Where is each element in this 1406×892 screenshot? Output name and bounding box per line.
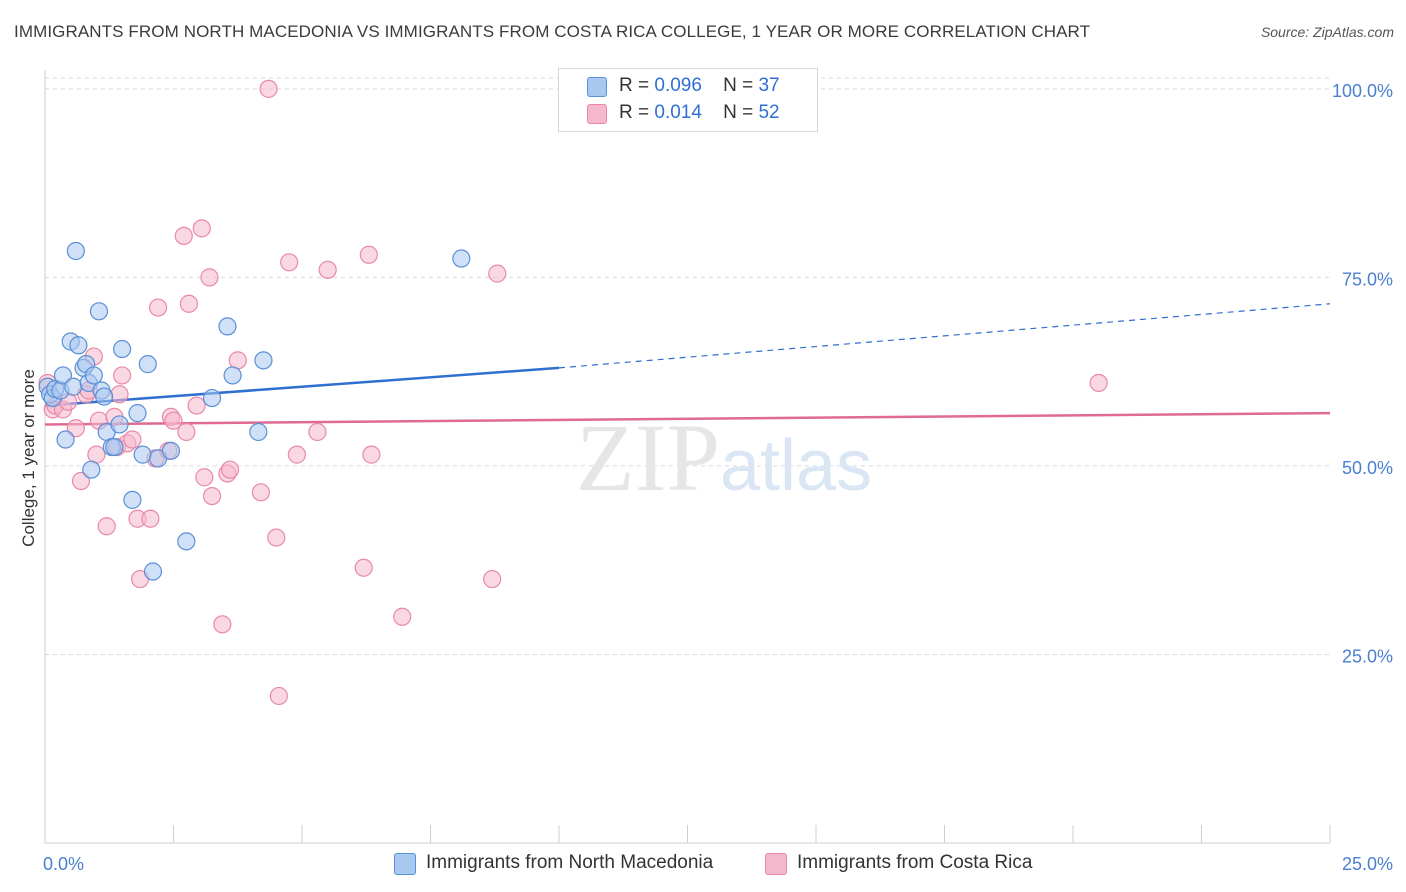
point-costa-rica <box>220 460 240 479</box>
watermark-atlas: atlas <box>720 426 872 506</box>
point-north-macedonia <box>95 387 114 406</box>
bottom-legend-swatch-pink <box>765 853 787 875</box>
r-value: 0.096 <box>654 75 702 96</box>
point-costa-rica <box>87 445 106 464</box>
point-north-macedonia <box>202 388 222 408</box>
bottom-legend-label: Immigrants from Costa Rica <box>797 852 1033 873</box>
bottom-legend-label: Immigrants from North Macedonia <box>426 852 714 873</box>
point-costa-rica <box>110 385 129 404</box>
point-north-macedonia <box>452 249 471 268</box>
chart-title: IMMIGRANTS FROM NORTH MACEDONIA VS IMMIG… <box>14 22 1091 41</box>
point-north-macedonia <box>56 430 75 449</box>
tick-labels: 25.0% 50.0% 75.0% 100.0% 0.0% 25.0% <box>43 81 1393 874</box>
point-costa-rica <box>202 486 222 506</box>
point-costa-rica <box>359 245 378 264</box>
point-north-macedonia <box>84 366 103 385</box>
legend-text: R = 0.096 N = 37 <box>619 75 780 97</box>
stats-legend: R = 0.096 N = 37 R = 0.014 N = 52 <box>558 68 818 132</box>
point-costa-rica <box>97 517 116 536</box>
point-costa-rica <box>164 411 183 430</box>
point-north-macedonia <box>110 415 129 434</box>
x-tick-label: 0.0% <box>43 854 84 874</box>
point-north-macedonia <box>249 422 268 442</box>
point-costa-rica <box>187 396 206 415</box>
trend-line-costa-rica <box>44 411 1331 426</box>
point-costa-rica <box>488 264 507 283</box>
r-label: R = <box>619 75 650 96</box>
legend-text: R = 0.014 N = 52 <box>619 102 780 124</box>
point-costa-rica <box>141 509 160 528</box>
point-costa-rica <box>195 468 214 487</box>
bottom-legend-swatch-blue <box>394 853 416 875</box>
point-north-macedonia <box>177 532 196 551</box>
point-costa-rica <box>123 430 142 449</box>
trend-line-north-macedonia-projection <box>558 303 1331 369</box>
point-costa-rica <box>177 422 196 442</box>
source-label: Source: ZipAtlas.com <box>1260 24 1394 40</box>
point-north-macedonia <box>69 336 88 355</box>
point-north-macedonia <box>138 355 157 374</box>
point-north-macedonia <box>82 460 101 479</box>
point-costa-rica <box>112 366 132 385</box>
r-label: R = <box>619 102 650 123</box>
point-north-macedonia <box>128 404 147 423</box>
point-north-macedonia <box>89 302 109 321</box>
point-costa-rica <box>71 471 91 491</box>
point-north-macedonia <box>105 437 124 457</box>
point-north-macedonia <box>123 490 142 509</box>
n-label: N = <box>723 75 754 96</box>
point-north-macedonia <box>254 351 273 370</box>
point-costa-rica <box>148 298 168 317</box>
point-north-macedonia <box>133 445 152 464</box>
legend-swatch-pink <box>587 104 607 124</box>
point-costa-rica <box>354 558 373 577</box>
point-costa-rica <box>362 445 381 464</box>
point-costa-rica <box>393 607 412 626</box>
point-costa-rica <box>483 569 502 589</box>
point-north-macedonia <box>53 366 73 385</box>
point-costa-rica <box>66 419 85 438</box>
point-costa-rica <box>287 445 306 464</box>
y-tick-label: 50.0% <box>1342 458 1393 478</box>
y-tick-label: 25.0% <box>1342 646 1393 666</box>
x-tick-label: 25.0% <box>1342 854 1393 874</box>
axes <box>44 70 1331 844</box>
r-value: 0.014 <box>654 102 702 123</box>
y-tick-label: 100.0% <box>1332 81 1393 101</box>
point-costa-rica <box>251 483 270 502</box>
y-tick-label: 75.0% <box>1342 269 1393 289</box>
point-north-macedonia <box>143 562 163 581</box>
point-costa-rica <box>318 260 337 279</box>
point-costa-rica <box>308 422 327 442</box>
legend-swatch-blue <box>587 77 607 97</box>
trend-line-north-macedonia <box>44 366 560 407</box>
point-costa-rica <box>280 253 299 272</box>
point-costa-rica <box>200 268 219 287</box>
point-costa-rica <box>269 686 288 706</box>
point-costa-rica <box>174 226 193 246</box>
n-value: 52 <box>758 102 780 123</box>
point-north-macedonia <box>161 441 181 460</box>
point-costa-rica <box>179 294 199 313</box>
point-costa-rica <box>192 219 211 238</box>
point-costa-rica <box>267 528 286 547</box>
y-axis-label: College, 1 year or more <box>19 369 38 547</box>
watermark-zip: ZIP <box>576 404 720 511</box>
point-north-macedonia <box>64 377 83 396</box>
point-costa-rica <box>228 351 247 370</box>
trend-lines <box>44 303 1331 426</box>
point-north-macedonia <box>112 339 132 359</box>
n-value: 37 <box>758 75 780 96</box>
point-north-macedonia <box>66 241 85 261</box>
n-label: N = <box>723 102 754 123</box>
point-costa-rica <box>1089 373 1108 393</box>
point-costa-rica <box>259 79 278 98</box>
point-north-macedonia <box>218 317 237 336</box>
point-costa-rica <box>213 615 232 634</box>
point-north-macedonia <box>223 366 242 385</box>
scatter-points <box>38 79 1108 706</box>
